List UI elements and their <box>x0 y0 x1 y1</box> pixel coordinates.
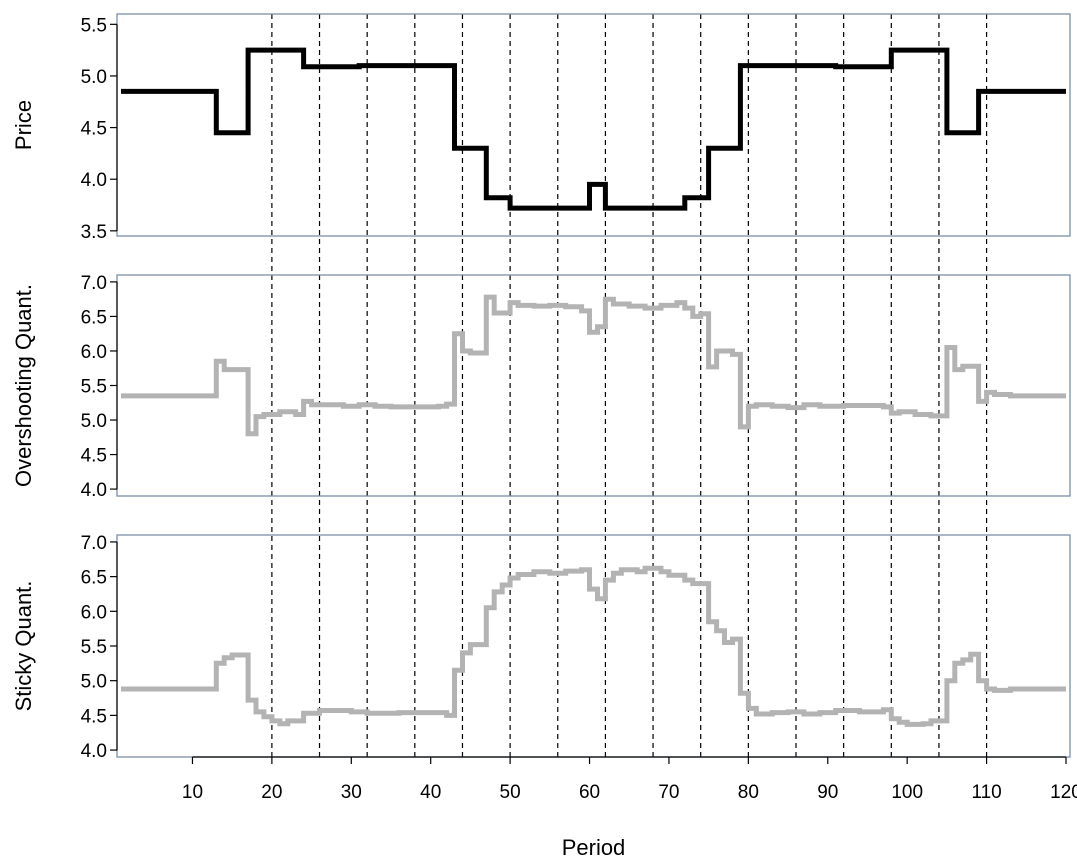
panel-2-y-tick-label-2: 5.0 <box>81 672 107 693</box>
x-tick-label-8: 90 <box>817 782 838 803</box>
panel-2-y-tick-label-1: 4.5 <box>81 706 107 727</box>
x-tick-label-6: 70 <box>658 782 679 803</box>
panel-2-y-tick-label-6: 7.0 <box>81 533 107 554</box>
panel-0-y-axis-title: Price <box>11 100 36 150</box>
panel-0-y-tick-label-4: 5.5 <box>81 15 107 36</box>
panel-0-y-tick-label-3: 5.0 <box>81 67 107 88</box>
panel-1-y-tick-label-3: 5.5 <box>81 377 107 398</box>
panel-1-y-tick-label-6: 7.0 <box>81 273 107 294</box>
x-tick-label-1: 20 <box>261 782 282 803</box>
x-tick-label-7: 80 <box>738 782 759 803</box>
panel-1-y-tick-label-0: 4.0 <box>81 480 107 501</box>
panel-2-y-tick-label-4: 6.0 <box>81 602 107 623</box>
panel-0-y-tick-label-0: 3.5 <box>81 222 107 243</box>
x-tick-label-4: 50 <box>500 782 521 803</box>
panel-1-border <box>116 274 1071 497</box>
x-tick-label-9: 100 <box>891 782 923 803</box>
panel-0-y-tick-label-1: 4.0 <box>81 170 107 191</box>
panel-2-series-line <box>121 565 1066 727</box>
panel-1-y-tick-label-2: 5.0 <box>81 411 107 432</box>
panel-2-y-tick-label-3: 5.5 <box>81 637 107 658</box>
panel-2-y-axis-title: Sticky Quant. <box>11 581 36 712</box>
panel-0-series-line <box>121 47 1066 211</box>
panel-1-series-line <box>121 294 1066 437</box>
x-tick-label-0: 10 <box>182 782 203 803</box>
x-tick-label-11: 120 <box>1050 782 1077 803</box>
panel-1-y-tick-label-4: 6.0 <box>81 342 107 363</box>
x-tick-label-10: 110 <box>971 782 1001 803</box>
x-tick-label-5: 60 <box>579 782 600 803</box>
panel-1-y-tick-label-5: 6.5 <box>81 307 107 328</box>
x-axis-title: Period <box>562 835 626 860</box>
panel-2-y-tick-label-0: 4.0 <box>81 741 107 762</box>
panel-0-y-tick-label-2: 4.5 <box>81 119 107 140</box>
x-tick-label-2: 30 <box>341 782 362 803</box>
x-tick-label-3: 40 <box>420 782 441 803</box>
panel-0-border <box>116 13 1071 237</box>
panel-1-y-tick-label-1: 4.5 <box>81 446 107 467</box>
panel-1-y-axis-title: Overshooting Quant. <box>11 284 36 487</box>
panel-2-y-tick-label-5: 6.5 <box>81 568 107 589</box>
